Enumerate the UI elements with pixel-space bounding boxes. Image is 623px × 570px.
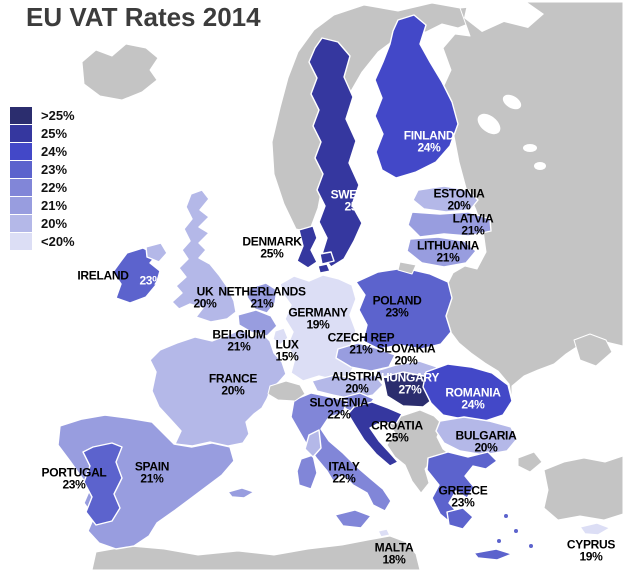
- country-shape-estonia: [412, 185, 479, 213]
- region-turkey-europe: [517, 451, 543, 473]
- legend-label: 21%: [41, 197, 68, 213]
- region-north-africa: [91, 535, 421, 570]
- country-shape-italy-sardinia: [296, 454, 318, 490]
- white-sea: [464, 0, 544, 32]
- legend-item: 22%: [10, 178, 75, 196]
- legend-swatch: [10, 160, 32, 178]
- label-denmark: DENMARK 25%: [242, 234, 302, 260]
- label-spain: SPAIN 21%: [134, 459, 170, 485]
- label-czech: CZECH REP 21%: [327, 330, 395, 356]
- country-shape-italy-sicily: [334, 509, 372, 529]
- label-austria: AUSTRIA 20%: [331, 369, 383, 395]
- country-shape-greece: [426, 451, 498, 525]
- legend-label: 22%: [41, 179, 68, 195]
- country-shape-uk: [171, 189, 237, 323]
- label-finland: FINLAND 24%: [403, 128, 455, 154]
- country-shape-greece-crete: [473, 548, 513, 561]
- label-netherlands: NETHERLANDS 21%: [218, 284, 306, 310]
- country-shape-latvia: [407, 211, 492, 238]
- legend-label: 20%: [41, 215, 68, 231]
- legend-item: 20%: [10, 214, 75, 232]
- legend-swatch: [10, 232, 32, 250]
- region-turkey: [543, 455, 623, 521]
- region-switzerland: [267, 380, 306, 402]
- label-croatia: CROATIA 25%: [371, 418, 423, 444]
- legend-label: >25%: [41, 107, 75, 123]
- country-shape-austria: [311, 374, 384, 400]
- label-poland: POLAND 23%: [372, 293, 422, 319]
- label-germany: GERMANY 19%: [288, 305, 348, 331]
- label-lux: LUX 15%: [275, 337, 299, 363]
- country-shape-spain-balearics: [227, 487, 255, 499]
- region-iceland: [81, 43, 159, 101]
- greece-aegean-islands: [497, 514, 533, 548]
- label-greece: GREECE 23%: [438, 483, 488, 509]
- country-shape-france: [149, 328, 287, 447]
- label-cyprus: CYPRUS 19%: [566, 537, 616, 563]
- legend-label: 25%: [41, 125, 68, 141]
- label-slovakia: SLOVAKIA 20%: [376, 341, 436, 367]
- country-shape-netherlands: [246, 282, 278, 314]
- country-shape-denmark-island-1: [319, 251, 335, 265]
- region-crimea: [573, 333, 613, 367]
- label-sweden: SWEDEN 25%: [330, 187, 382, 213]
- country-shape-france-corsica: [304, 429, 322, 458]
- country-shape-denmark: [296, 225, 318, 269]
- legend-swatch: [10, 178, 32, 196]
- country-shape-finland: [374, 14, 459, 179]
- country-shape-northern-ireland: [145, 242, 168, 263]
- legend-item: 23%: [10, 160, 75, 178]
- legend-label: 23%: [41, 161, 68, 177]
- country-shape-malta: [377, 528, 391, 538]
- label-portugal: PORTUGAL 23%: [41, 465, 107, 491]
- country-shape-italy: [290, 392, 392, 512]
- legend-swatch: [10, 124, 32, 142]
- legend-item: >25%: [10, 106, 75, 124]
- legend-label: 24%: [41, 143, 68, 159]
- region-kaliningrad: [397, 261, 417, 275]
- country-shape-lithuania: [406, 236, 477, 268]
- legend-swatch: [10, 106, 32, 124]
- label-romania: ROMANIA 24%: [445, 385, 501, 411]
- label-slovenia: SLOVENIA 22%: [309, 395, 369, 421]
- country-shape-bulgaria: [435, 416, 518, 456]
- legend-swatch: [10, 214, 32, 232]
- label-belgium: BELGIUM 21%: [212, 327, 266, 353]
- label-ireland-name: IRELAND: [77, 268, 129, 283]
- label-ireland-rate: 23%: [139, 273, 163, 288]
- label-latvia: LATVIA 21%: [452, 211, 494, 237]
- country-shape-denmark-island-2: [317, 263, 331, 274]
- label-uk: UK 20%: [193, 284, 217, 310]
- label-bulgaria: BULGARIA 20%: [455, 428, 517, 454]
- legend: >25% 25% 24% 23% 22% 21% 20% <20%: [10, 106, 75, 250]
- page-title: EU VAT Rates 2014: [26, 2, 261, 32]
- country-shape-belgium: [237, 309, 278, 337]
- legend-item: <20%: [10, 232, 75, 250]
- legend-item: 21%: [10, 196, 75, 214]
- lake-ladoga: [477, 113, 501, 135]
- country-shape-croatia: [347, 401, 403, 467]
- country-shape-greece-peloponnese: [446, 507, 474, 530]
- legend-item: 25%: [10, 124, 75, 142]
- label-france: FRANCE 20%: [208, 371, 258, 397]
- label-estonia: ESTONIA 20%: [433, 186, 485, 212]
- legend-swatch: [10, 142, 32, 160]
- lake-small-2: [534, 162, 546, 170]
- country-shape-lux: [272, 327, 289, 346]
- country-shape-poland: [355, 267, 453, 350]
- label-malta: MALTA 18%: [374, 540, 414, 566]
- country-shape-cyprus: [579, 522, 611, 536]
- legend-item: 24%: [10, 142, 75, 160]
- legend-swatch: [10, 196, 32, 214]
- country-shape-romania: [422, 363, 513, 422]
- country-shape-portugal: [82, 442, 123, 526]
- label-lithuania: LITHUANIA 21%: [417, 238, 479, 264]
- lake-onega: [502, 94, 522, 110]
- lake-small-1: [523, 144, 537, 152]
- legend-label: <20%: [41, 233, 75, 249]
- label-italy: ITALY 22%: [328, 459, 360, 485]
- label-hungary: HUNGARY 27%: [380, 370, 440, 396]
